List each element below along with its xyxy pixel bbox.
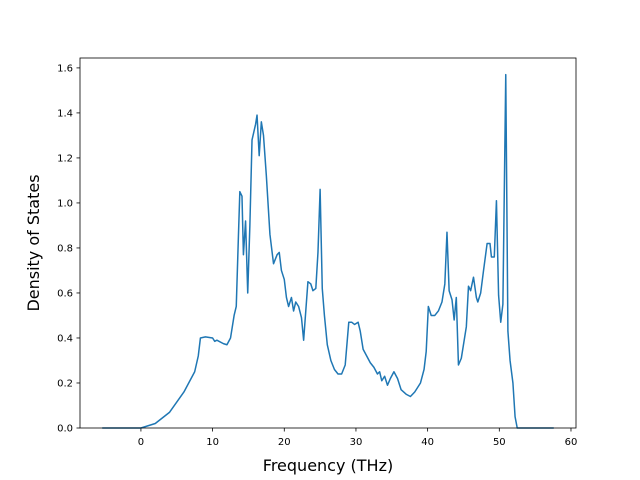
x-tick-label: 30	[350, 437, 363, 448]
y-tick-label: 1.4	[57, 108, 73, 119]
x-tick-label: 60	[565, 437, 578, 448]
x-tick-label: 40	[421, 437, 434, 448]
y-tick-label: 0.0	[57, 424, 73, 435]
x-tick-label: 20	[278, 437, 291, 448]
y-axis-label: Density of States	[24, 174, 43, 311]
x-tick-label: 10	[206, 437, 219, 448]
x-axis-label: Frequency (THz)	[263, 456, 393, 475]
x-tick-label: 50	[493, 437, 506, 448]
y-tick-label: 0.8	[57, 243, 73, 254]
x-tick-label: 0	[138, 437, 144, 448]
y-tick-label: 1.2	[57, 153, 73, 164]
plot-frame	[79, 57, 577, 429]
line	[102, 73, 554, 429]
y-tick-label: 0.2	[57, 378, 73, 389]
y-tick-label: 0.6	[57, 288, 73, 299]
y-tick-label: 1.0	[57, 198, 73, 209]
y-tick-label: 1.6	[57, 63, 73, 74]
y-tick-label: 0.4	[57, 333, 73, 344]
